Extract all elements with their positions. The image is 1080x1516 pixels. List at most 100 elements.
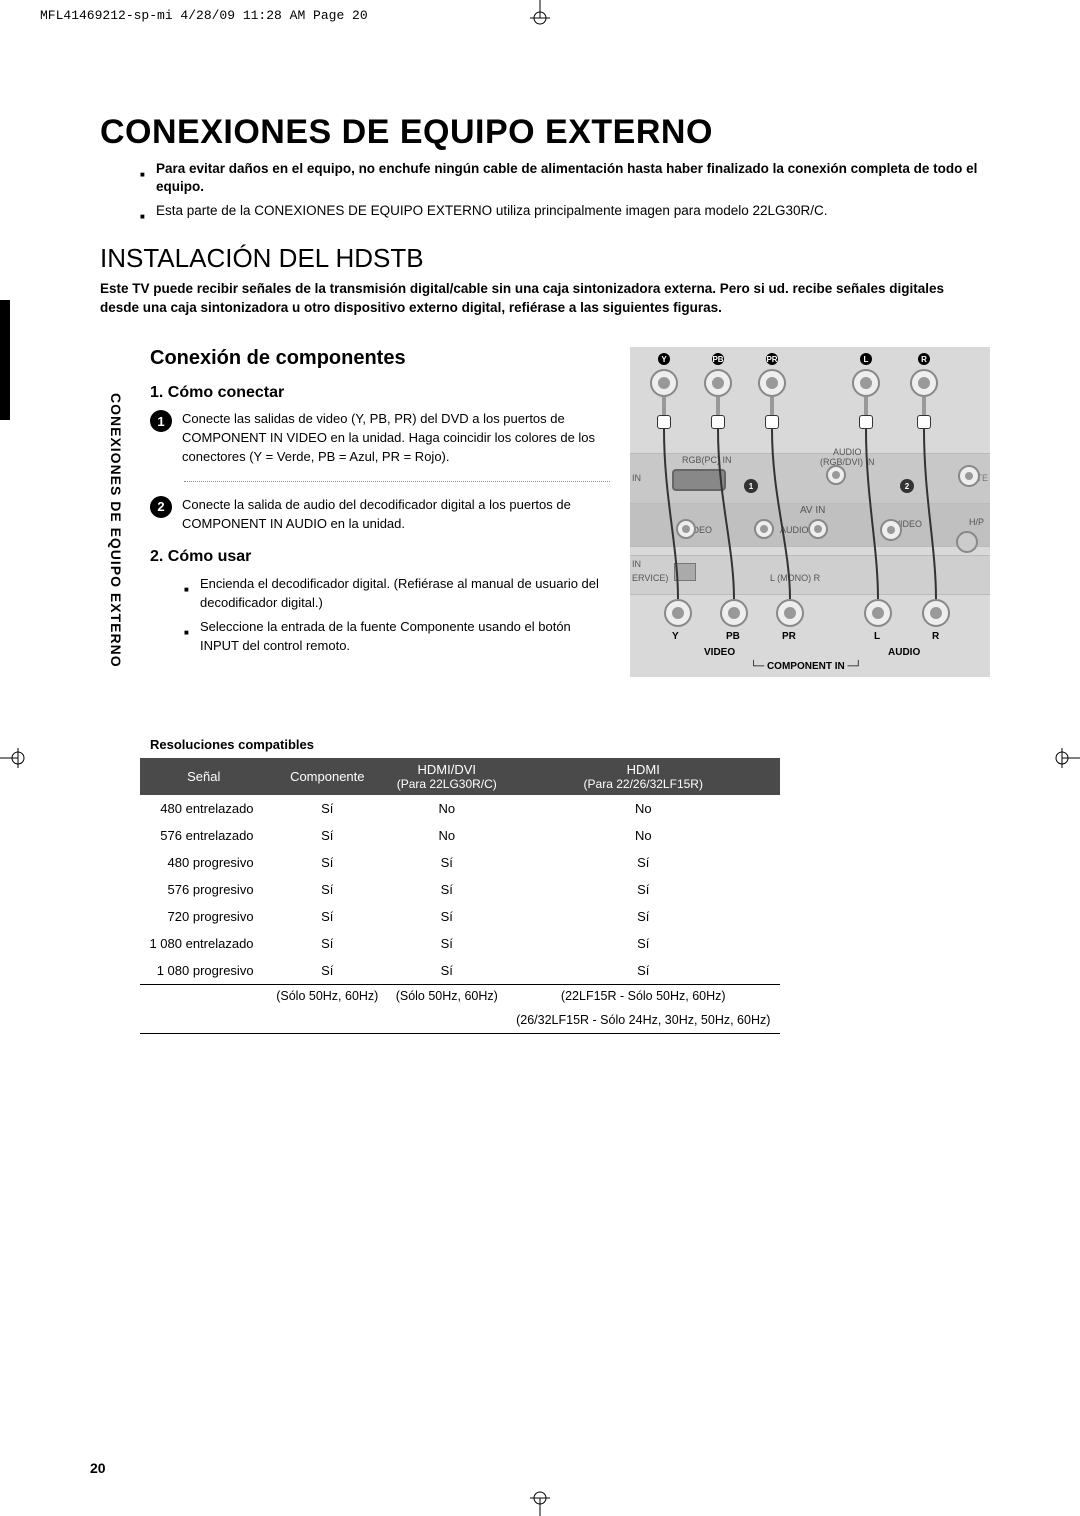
diagram-label: L (MONO) R — [770, 573, 820, 583]
page-number: 20 — [90, 1460, 106, 1476]
diagram-label: PR — [782, 631, 796, 642]
diagram-label: ERVICE) — [632, 573, 668, 583]
table-cell: 1 080 entrelazado — [140, 930, 268, 957]
table-footer-cell — [268, 1009, 387, 1034]
table-cell: Sí — [268, 957, 387, 984]
diagram-label: Y — [672, 631, 679, 642]
table-footer-cell — [140, 985, 268, 1009]
vga-port-icon — [672, 469, 726, 491]
jack-icon — [864, 599, 892, 627]
rj-port-icon — [674, 563, 696, 581]
table-row: 576 progresivoSíSíSí — [140, 876, 780, 903]
table-cell: 720 progresivo — [140, 903, 268, 930]
table-cell: Sí — [268, 849, 387, 876]
table-cell: Sí — [268, 795, 387, 822]
headphone-jack-icon — [956, 531, 978, 553]
diagram-label: RGB(PC) IN — [682, 455, 732, 465]
jack-icon — [922, 599, 950, 627]
diagram-label: AUDIO (RGB/DVI) IN — [820, 447, 875, 467]
step2-heading: 2. Cómo usar — [150, 548, 610, 566]
step1-heading: 1. Cómo conectar — [150, 384, 610, 402]
jack-icon — [650, 369, 678, 397]
subsection-title: Conexión de componentes — [150, 347, 610, 370]
page-title: CONEXIONES DE EQUIPO EXTERNO — [100, 113, 980, 152]
step-row: 1 Conecte las salidas de video (Y, PB, P… — [150, 410, 610, 467]
table-cell: No — [387, 795, 506, 822]
side-running-header: CONEXIONES DE EQUIPO EXTERNO — [108, 393, 124, 668]
intro-bullet-text: Esta parte de la CONEXIONES DE EQUIPO EX… — [156, 202, 828, 224]
plug-icon — [861, 397, 871, 427]
table-cell: Sí — [268, 822, 387, 849]
table-row: 480 entrelazadoSíNoNo — [140, 795, 780, 822]
step-number-icon: 2 — [150, 496, 172, 518]
jack-icon — [910, 369, 938, 397]
bullet-icon — [140, 164, 150, 196]
table-footer-cell: (Sólo 50Hz, 60Hz) — [268, 985, 387, 1009]
table-header: Señal — [140, 758, 268, 795]
jack-icon — [704, 369, 732, 397]
table-cell: Sí — [387, 876, 506, 903]
bullet-icon — [140, 206, 150, 224]
table-footer-cell: (Sólo 50Hz, 60Hz) — [387, 985, 506, 1009]
intro-bullet-list: Para evitar daños en el equipo, no enchu… — [140, 160, 980, 225]
table-cell: 1 080 progresivo — [140, 957, 268, 984]
table-row: 720 progresivoSíSíSí — [140, 903, 780, 930]
table-row: 480 progresivoSíSíSí — [140, 849, 780, 876]
table-cell: Sí — [387, 903, 506, 930]
dotted-separator — [184, 481, 610, 482]
table-cell: Sí — [268, 876, 387, 903]
table-title: Resoluciones compatibles — [150, 737, 980, 752]
section-intro: Este TV puede recibir señales de la tran… — [100, 280, 980, 318]
table-cell: Sí — [268, 903, 387, 930]
step-number-icon: 1 — [150, 410, 172, 432]
table-cell: Sí — [387, 930, 506, 957]
table-cell: Sí — [507, 903, 780, 930]
jack-icon — [852, 369, 880, 397]
diagram-top-label: R — [918, 353, 930, 365]
table-cell: 576 progresivo — [140, 876, 268, 903]
table-cell: Sí — [507, 849, 780, 876]
jack-icon — [776, 599, 804, 627]
diagram-top-label: PB — [712, 353, 724, 365]
step-text: Conecte la salida de audio del decodific… — [182, 496, 610, 534]
step-text: Conecte las salidas de video (Y, PB, PR)… — [182, 410, 610, 467]
diagram-label: └─ COMPONENT IN ─┘ — [750, 661, 862, 672]
diagram-top-label: PR — [766, 353, 778, 365]
table-cell: 480 progresivo — [140, 849, 268, 876]
diagram-label: R — [932, 631, 939, 642]
section-title: INSTALACIÓN DEL HDSTB — [100, 243, 980, 274]
jack-icon — [664, 599, 692, 627]
table-row: 1 080 entrelazadoSíSíSí — [140, 930, 780, 957]
plug-icon — [659, 397, 669, 427]
use-bullet-list: Encienda el decodificador digital. (Refi… — [184, 574, 610, 656]
plug-icon — [767, 397, 777, 427]
table-footer-row: (Sólo 50Hz, 60Hz)(Sólo 50Hz, 60Hz)(22LF1… — [140, 985, 780, 1009]
diagram-label: AV IN — [800, 505, 825, 516]
table-cell: 576 entrelazado — [140, 822, 268, 849]
diagram-top-label: L — [860, 353, 872, 365]
diagram-label: H/P — [969, 517, 984, 527]
plug-icon — [713, 397, 723, 427]
table-footer-cell: (26/32LF15R - Sólo 24Hz, 30Hz, 50Hz, 60H… — [507, 1009, 780, 1034]
table-cell: No — [387, 822, 506, 849]
plug-icon — [919, 397, 929, 427]
table-row: 576 entrelazadoSíNoNo — [140, 822, 780, 849]
bullet-icon — [184, 621, 194, 656]
step-row: 2 Conecte la salida de audio del decodif… — [150, 496, 610, 534]
table-cell: Sí — [268, 930, 387, 957]
table-cell: No — [507, 822, 780, 849]
resolution-table: Señal Componente HDMI/DVI(Para 22LG30R/C… — [140, 758, 780, 1034]
table-cell: Sí — [387, 957, 506, 984]
diagram-label: IN — [632, 473, 641, 483]
diagram-label: IN — [632, 559, 641, 569]
table-header: Componente — [268, 758, 387, 795]
diagram-label: PB — [726, 631, 740, 642]
table-cell: Sí — [507, 930, 780, 957]
crop-mark-bottom — [520, 1490, 560, 1516]
diagram-label: VIDEO — [704, 647, 735, 658]
table-cell: 480 entrelazado — [140, 795, 268, 822]
jack-icon — [758, 369, 786, 397]
table-cell: Sí — [507, 876, 780, 903]
intro-bullet-text: Para evitar daños en el equipo, no enchu… — [156, 160, 980, 196]
table-cell: No — [507, 795, 780, 822]
